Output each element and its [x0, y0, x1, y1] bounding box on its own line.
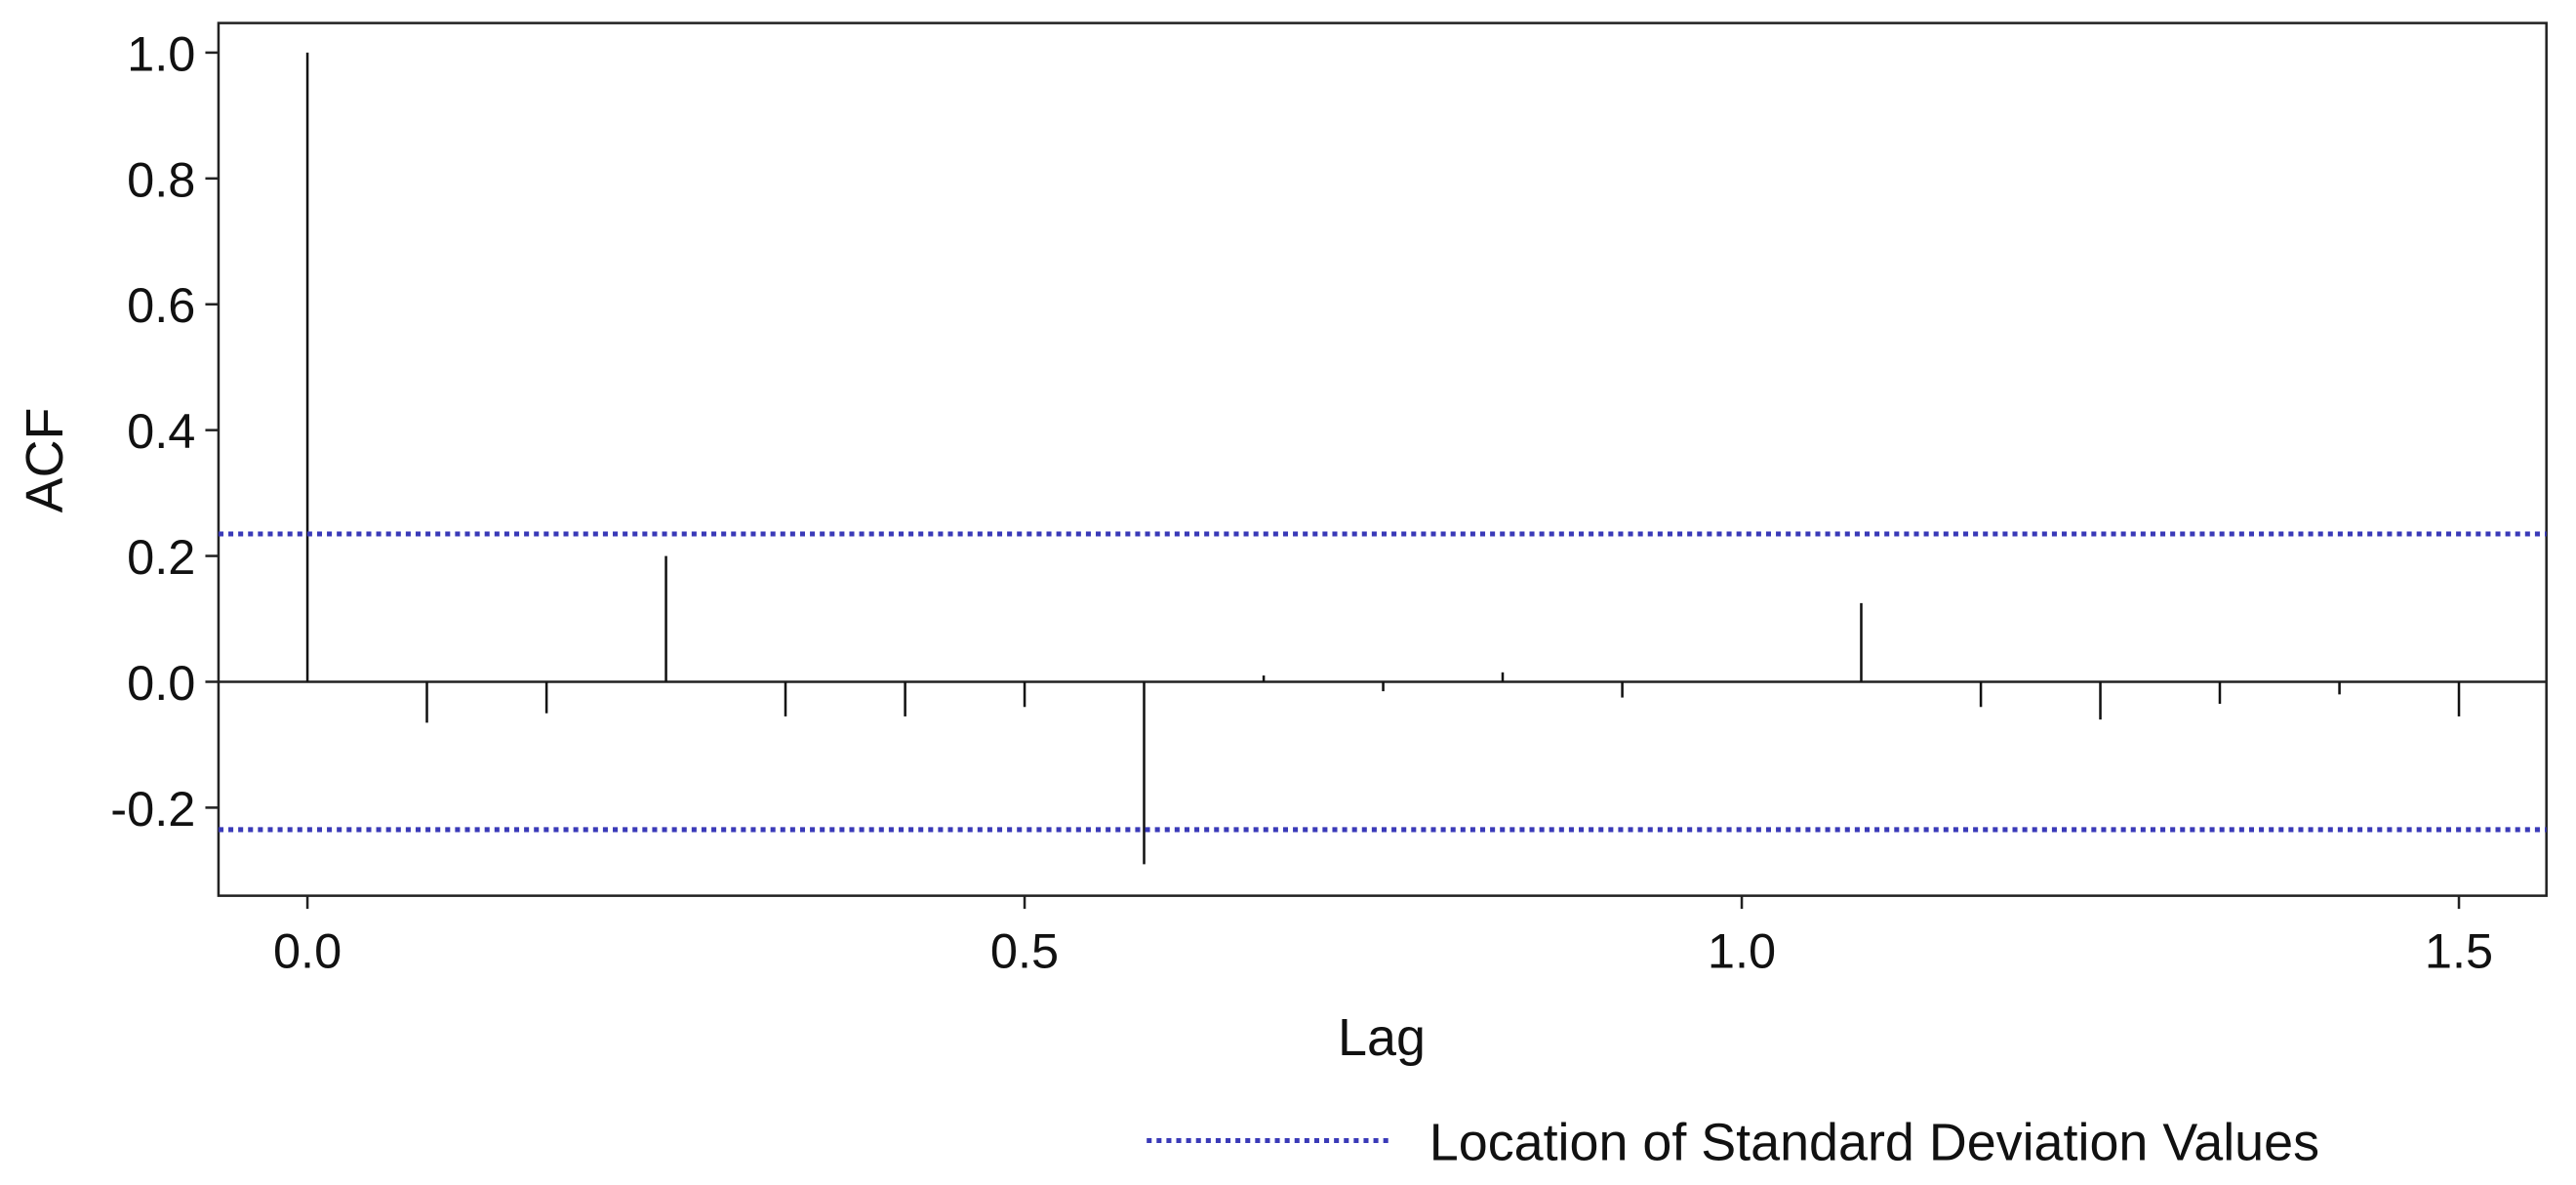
y-tick-label: 0.8 [127, 151, 195, 207]
y-tick-label: 0.4 [127, 403, 195, 459]
x-tick-label: 1.5 [2425, 923, 2493, 979]
x-tick-label: 0.5 [990, 923, 1059, 979]
y-tick-label: 0.2 [127, 529, 195, 585]
x-tick-label: 0.0 [273, 923, 342, 979]
legend-label: Location of Standard Deviation Values [1429, 1114, 2319, 1172]
plot-frame [217, 21, 2548, 897]
y-axis-label: ACF [16, 408, 74, 513]
y-tick-label: 1.0 [127, 25, 195, 81]
y-tick-label: 0.0 [127, 655, 195, 711]
y-tick-label: -0.2 [110, 781, 195, 837]
x-axis-label: Lag [1338, 1008, 1426, 1067]
y-tick-label: 0.6 [127, 277, 195, 333]
x-tick-label: 1.0 [1708, 923, 1776, 979]
